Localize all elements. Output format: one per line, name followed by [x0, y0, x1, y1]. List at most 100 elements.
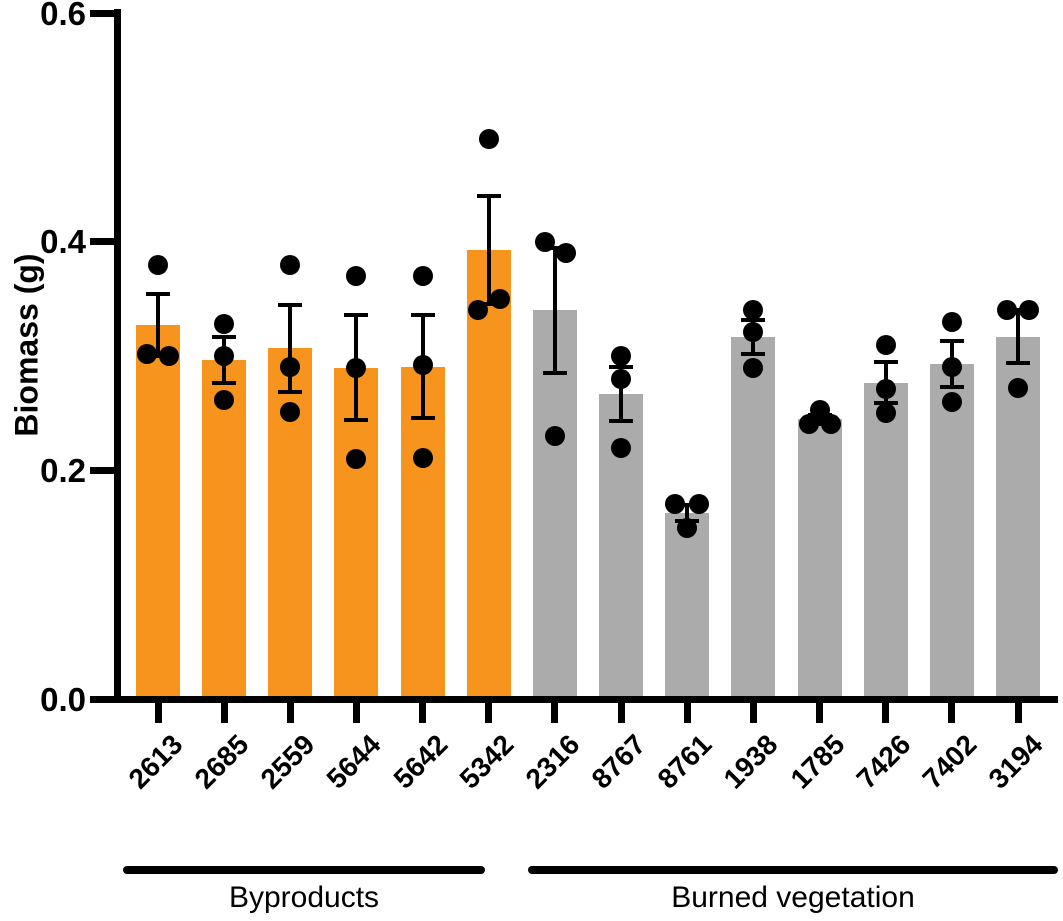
- data-point: [875, 334, 896, 355]
- error-bar-cap-top: [542, 245, 567, 250]
- error-bar-cap-top: [675, 502, 700, 507]
- error-bar-cap-bottom: [609, 419, 634, 424]
- error-bar-cap-bottom: [410, 416, 435, 421]
- data-point: [1008, 378, 1028, 399]
- data-point: [346, 357, 367, 378]
- x-axis-tick: [1014, 703, 1022, 723]
- data-point: [1019, 300, 1039, 321]
- x-axis-line: [90, 696, 1058, 703]
- data-point: [743, 300, 764, 321]
- data-point: [743, 357, 764, 378]
- error-bar-cap-bottom: [1006, 361, 1030, 366]
- error-bar-cap-bottom: [542, 371, 567, 376]
- x-axis-tick: [286, 703, 294, 723]
- data-point: [941, 392, 962, 413]
- x-axis-tick: [948, 703, 956, 723]
- error-bar-cap-top: [476, 194, 501, 199]
- x-axis-tick: [749, 703, 757, 723]
- data-point: [214, 314, 235, 335]
- bar-2559: [268, 348, 313, 700]
- error-bar-cap-top: [1006, 308, 1030, 313]
- error-bar-cap-top: [939, 339, 964, 344]
- error-bar-cap-top: [609, 364, 634, 369]
- group-line-byproducts: [123, 866, 485, 874]
- bar-1785: [797, 419, 842, 700]
- bar-5342: [466, 249, 511, 700]
- error-bar-cap-bottom: [278, 389, 303, 394]
- data-point: [689, 493, 710, 514]
- y-axis-tick: [90, 9, 114, 17]
- data-point: [346, 449, 367, 470]
- data-point: [280, 402, 301, 423]
- x-axis-tick: [551, 703, 559, 723]
- x-axis-tick: [882, 703, 890, 723]
- data-point: [148, 254, 168, 275]
- error-bar-cap-bottom: [939, 385, 964, 390]
- bar-7426: [863, 382, 908, 700]
- data-point: [159, 346, 179, 367]
- group-line-burned-vegetation: [528, 866, 1058, 874]
- error-bar-cap-top: [410, 313, 435, 318]
- error-bar-cap-bottom: [212, 380, 237, 385]
- bar-2685: [202, 359, 247, 700]
- error-bar-cap-top: [146, 292, 170, 297]
- x-axis-tick: [683, 703, 691, 723]
- data-point: [346, 266, 367, 287]
- y-axis-line: [114, 9, 121, 703]
- data-point: [489, 289, 510, 310]
- bar-8761: [665, 513, 710, 700]
- data-point: [875, 403, 896, 424]
- data-point: [280, 356, 301, 377]
- data-point: [478, 128, 499, 149]
- data-point: [611, 437, 632, 458]
- error-bar-cap-bottom: [873, 401, 898, 406]
- data-point: [555, 243, 576, 264]
- data-point: [137, 343, 157, 364]
- data-point: [677, 517, 698, 538]
- error-bar-cap-bottom: [807, 421, 832, 426]
- x-axis-tick: [485, 703, 493, 723]
- error-bar-cap-top: [212, 334, 237, 339]
- y-axis-tick: [90, 238, 114, 246]
- data-point: [280, 254, 301, 275]
- data-point: [743, 322, 764, 343]
- y-tick-label: 0.4: [40, 223, 86, 261]
- data-point: [534, 231, 555, 252]
- y-axis-title: Biomass (g): [8, 253, 45, 437]
- x-axis-tick: [352, 703, 360, 723]
- error-bar-stem: [156, 294, 160, 357]
- y-axis-tick: [90, 696, 114, 703]
- data-point: [665, 493, 686, 514]
- error-bar-stem: [552, 247, 557, 374]
- data-point: [214, 346, 235, 367]
- error-bar-cap-bottom: [344, 418, 369, 423]
- bar-7402: [929, 364, 974, 700]
- error-bar-stem: [619, 366, 624, 422]
- data-point: [798, 413, 819, 434]
- y-tick-label: 0.0: [40, 681, 86, 718]
- group-label-byproducts: Byproducts: [228, 881, 380, 914]
- data-point: [544, 426, 565, 447]
- data-point: [997, 300, 1017, 321]
- data-point: [820, 413, 841, 434]
- data-point: [941, 356, 962, 377]
- error-bar-stem: [1016, 310, 1020, 364]
- data-point: [611, 369, 632, 390]
- error-bar-cap-top: [344, 313, 369, 318]
- error-bar-cap-bottom: [741, 351, 766, 356]
- error-bar-cap-top: [278, 302, 303, 307]
- data-point: [412, 355, 433, 376]
- bar-5642: [400, 366, 445, 700]
- x-axis-tick: [617, 703, 625, 723]
- y-tick-label: 0.2: [40, 452, 86, 490]
- x-axis-tick: [816, 703, 824, 723]
- error-bar-stem: [288, 304, 293, 392]
- data-point: [941, 311, 962, 332]
- error-bar-cap-bottom: [146, 354, 170, 359]
- group-label-burned-vegetation: Burned vegetation: [671, 881, 915, 914]
- x-axis-tick: [220, 703, 228, 723]
- data-point: [214, 389, 235, 410]
- data-point: [412, 266, 433, 287]
- x-axis-tick: [154, 703, 162, 723]
